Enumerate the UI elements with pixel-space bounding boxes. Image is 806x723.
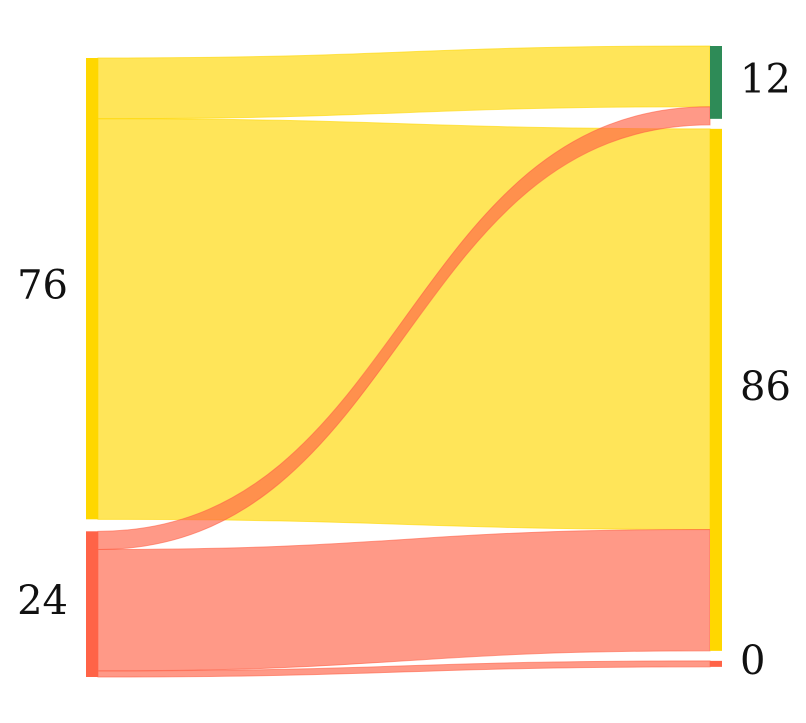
sankey-nodes <box>86 46 722 677</box>
sankey-labels: 76 24 12 86 0 <box>17 56 791 683</box>
node-R2 <box>710 128 722 651</box>
node-R3 <box>710 660 722 667</box>
node-L1 <box>86 58 98 520</box>
node-R1 <box>710 46 722 119</box>
node-label-R3: 0 <box>740 638 765 684</box>
link-L1-R1 <box>97 45 711 120</box>
node-label-R1: 12 <box>740 56 791 102</box>
link-L2-R1 <box>97 106 711 551</box>
node-label-L1: 76 <box>17 263 68 309</box>
node-label-R2: 86 <box>740 364 791 410</box>
link-L2-R2 <box>97 528 711 672</box>
node-L2 <box>86 531 98 677</box>
sankey-links <box>97 45 711 678</box>
node-label-L2: 24 <box>17 578 68 624</box>
